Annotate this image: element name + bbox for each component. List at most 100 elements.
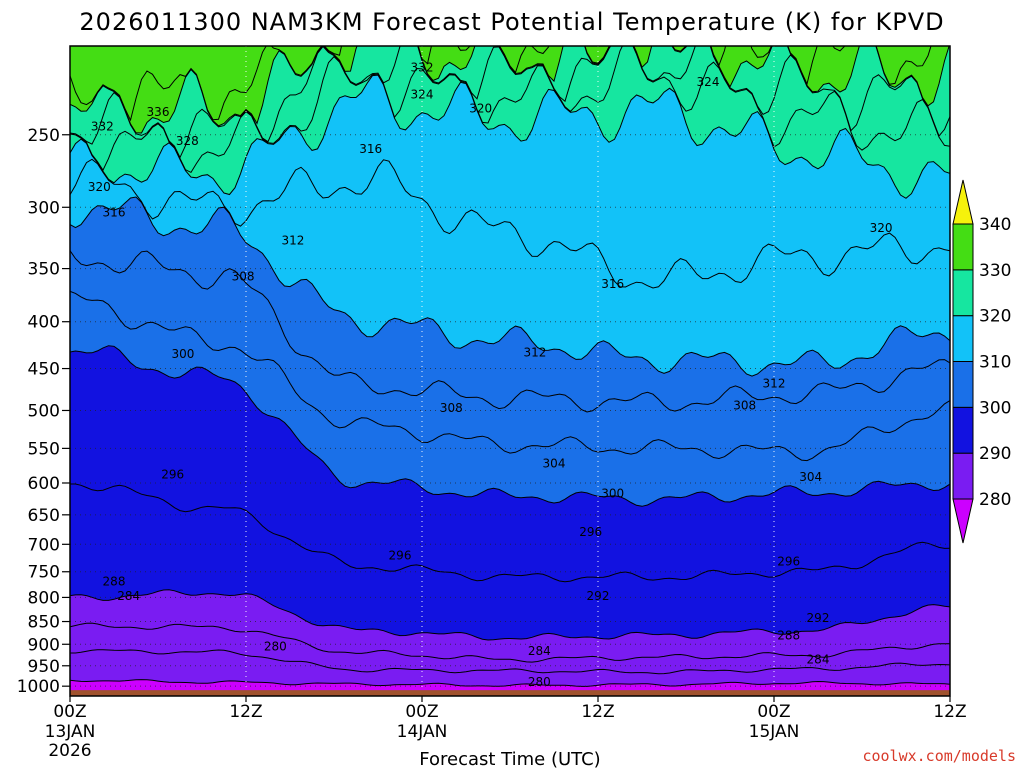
colorbar-segment-330 bbox=[952, 223, 974, 271]
colorbar-segment-310 bbox=[952, 315, 974, 362]
y-tick-label: 800 bbox=[28, 588, 60, 608]
y-tick-label: 650 bbox=[28, 506, 60, 526]
isentrope-300 bbox=[70, 345, 950, 507]
x-tick-label: 12Z bbox=[581, 702, 614, 722]
x-tick-label: 12Z bbox=[933, 702, 966, 722]
ground-fill bbox=[70, 690, 950, 696]
colorbar-segment-300 bbox=[952, 361, 974, 408]
y-tick-label: 400 bbox=[28, 313, 60, 333]
x-tick-date: 15JAN bbox=[749, 722, 800, 742]
contour-label: 332 bbox=[411, 60, 434, 74]
isentrope-292 bbox=[70, 589, 950, 641]
contour-label: 292 bbox=[807, 611, 830, 625]
y-tick-label: 900 bbox=[28, 635, 60, 655]
isentrope-308 bbox=[70, 250, 950, 413]
contour-label: 300 bbox=[171, 347, 194, 361]
y-tick-label: 600 bbox=[28, 474, 60, 494]
contour-label: 296 bbox=[579, 525, 602, 539]
colorbar-tick-label: 300 bbox=[979, 398, 1011, 418]
contour-label: 288 bbox=[777, 628, 800, 642]
filled-contours bbox=[70, 46, 950, 696]
y-tick-label: 250 bbox=[28, 126, 60, 146]
grid-lines bbox=[70, 46, 950, 696]
contour-label: 320 bbox=[88, 180, 111, 194]
colorbar-segment-290 bbox=[952, 406, 974, 454]
chart-title: 2026011300 NAM3KM Forecast Potential Tem… bbox=[79, 8, 944, 36]
x-tick-label: 00Z bbox=[53, 702, 86, 722]
y-axis: 2503003504004505005506006507007508008509… bbox=[17, 126, 70, 697]
x-tick-label: 00Z bbox=[405, 702, 438, 722]
contour-label: 296 bbox=[161, 467, 184, 481]
contour-label: 304 bbox=[799, 470, 822, 484]
contour-label: 292 bbox=[587, 589, 610, 603]
colorbar: 280 290 300 310 320 330 340 bbox=[952, 179, 1011, 544]
y-tick-label: 750 bbox=[28, 563, 60, 583]
isentrope-304 bbox=[70, 290, 950, 462]
contour-label: 296 bbox=[389, 549, 412, 563]
contour-label: 332 bbox=[91, 120, 114, 134]
contour-label: 288 bbox=[103, 575, 126, 589]
colorbar-tip-high bbox=[952, 179, 974, 225]
contour-label: 312 bbox=[281, 233, 304, 247]
contour-label: 304 bbox=[543, 456, 566, 470]
y-tick-label: 550 bbox=[28, 439, 60, 459]
y-tick-label: 450 bbox=[28, 360, 60, 380]
contour-label: 320 bbox=[870, 221, 893, 235]
contour-label: 284 bbox=[528, 644, 551, 658]
x-tick-label: 00Z bbox=[757, 702, 790, 722]
x-tick-date: 14JAN bbox=[397, 722, 448, 742]
y-tick-label: 300 bbox=[28, 198, 60, 218]
contour-label: 280 bbox=[264, 639, 287, 653]
colorbar-tick-label: 280 bbox=[979, 490, 1011, 510]
isentrope-324 bbox=[70, 46, 950, 174]
colorbar-tip-low bbox=[952, 498, 974, 544]
contour-label: 284 bbox=[807, 652, 830, 666]
contour-label: 328 bbox=[176, 134, 199, 148]
colorbar-segment-320 bbox=[952, 269, 974, 317]
y-tick-label: 950 bbox=[28, 657, 60, 677]
colorbar-tick-label: 320 bbox=[979, 307, 1011, 327]
contour-label: 324 bbox=[411, 88, 434, 102]
isentrope-296 bbox=[70, 483, 950, 583]
colorbar-tick-label: 310 bbox=[979, 353, 1011, 373]
contour-label: 312 bbox=[763, 376, 786, 390]
isentrope-312 bbox=[70, 196, 950, 377]
x-tick-label: 12Z bbox=[229, 702, 262, 722]
isentrope-288 bbox=[70, 622, 950, 663]
contour-label: 308 bbox=[440, 401, 463, 415]
contour-label: 336 bbox=[147, 105, 170, 119]
colorbar-segment-280 bbox=[952, 452, 974, 500]
contour-label: 316 bbox=[601, 277, 624, 291]
plot-area: 336 332 328 332 324 320 324 316 320 316 312 320 308 3… bbox=[70, 46, 950, 696]
fill-band-332 bbox=[70, 46, 950, 133]
contour-label: 296 bbox=[777, 555, 800, 569]
contour-label: 312 bbox=[523, 345, 546, 359]
y-tick-label: 350 bbox=[28, 260, 60, 280]
y-tick-label: 1000 bbox=[17, 677, 60, 697]
contour-label: 316 bbox=[359, 142, 382, 156]
contour-label: 280 bbox=[528, 675, 551, 689]
isentrope-316 bbox=[70, 158, 950, 289]
x-tick-date: 13JAN bbox=[45, 722, 96, 742]
contour-labels: 336 332 328 332 324 320 324 316 320 316 312 320 308 3… bbox=[88, 60, 893, 689]
colorbar-tick-label: 340 bbox=[979, 215, 1011, 235]
fill-band-336 bbox=[70, 46, 932, 121]
colorbar-tick-label: 330 bbox=[979, 261, 1011, 281]
contour-label: 308 bbox=[733, 399, 756, 413]
y-tick-label: 700 bbox=[28, 535, 60, 555]
isentrope-280 bbox=[70, 679, 950, 687]
x-tick-year: 2026 bbox=[48, 741, 91, 761]
isentrope-336 bbox=[70, 46, 932, 122]
ground-layer bbox=[70, 690, 950, 696]
contour-label: 308 bbox=[232, 269, 255, 283]
isentrope-lines bbox=[70, 46, 950, 687]
contour-label: 316 bbox=[103, 206, 126, 220]
colorbar-tick-label: 290 bbox=[979, 444, 1011, 464]
plot-frame bbox=[69, 45, 951, 697]
credit-text[interactable]: coolwx.com/models bbox=[862, 747, 1016, 765]
isentrope-320 bbox=[70, 74, 950, 199]
contour-label: 324 bbox=[697, 75, 720, 89]
y-tick-label: 850 bbox=[28, 613, 60, 633]
